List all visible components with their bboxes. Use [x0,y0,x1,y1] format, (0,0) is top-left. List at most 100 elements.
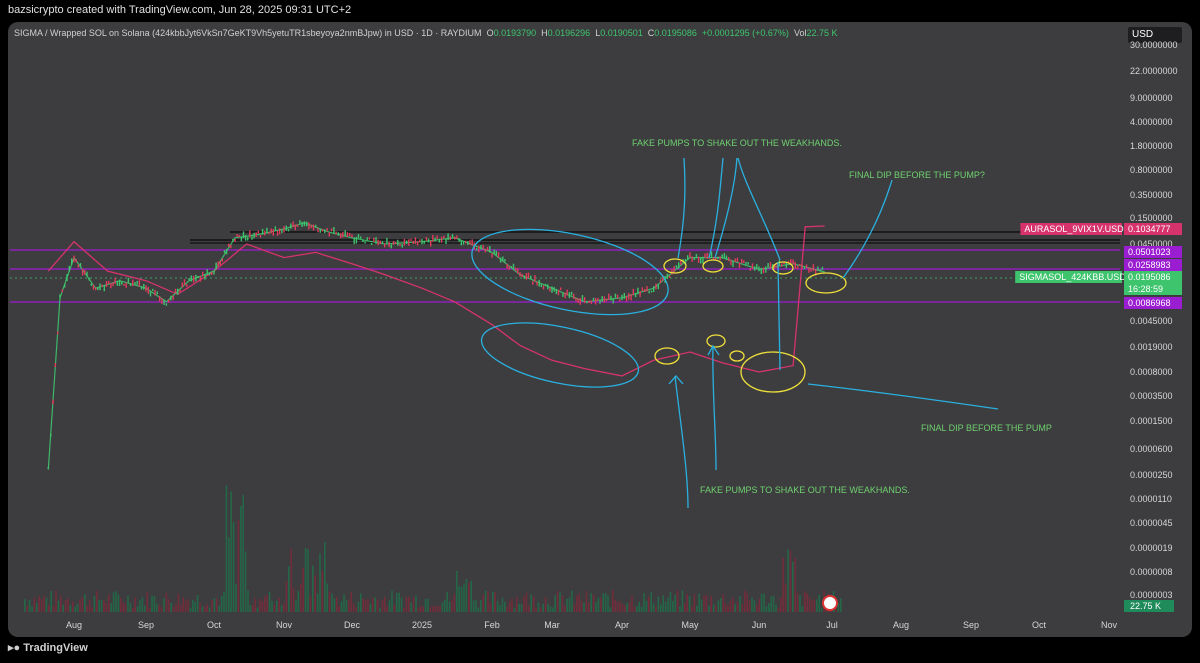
volume-bar [588,602,590,612]
volume-bar [374,597,376,612]
volume-bar [492,591,494,612]
series-name-badge [1020,223,1122,235]
volume-bar [772,595,775,612]
volume-bar [352,603,355,612]
x-tick-label: Apr [615,620,629,630]
x-tick-label: Jul [826,620,838,630]
candle [499,257,502,263]
candle [573,293,575,299]
candle [73,255,75,263]
volume-bar [103,599,105,612]
candle [405,240,408,244]
candle [366,237,368,241]
volume-bar [518,603,520,612]
candle [379,240,381,244]
volume-bar [662,595,664,612]
candle [247,237,249,241]
volume-bar [417,607,420,612]
volume-bar [816,599,818,612]
candle [321,229,324,232]
candle [219,260,221,266]
candle [568,292,571,299]
candle [394,241,397,244]
volume-bar [175,603,177,612]
tradingview-footer[interactable]: ▸● TradingView [8,641,88,654]
volume-bar [79,599,81,612]
candle [680,260,682,265]
candle [54,363,56,367]
candle [272,229,274,236]
candle [817,266,819,271]
axes-layer: 30.0000000 22.0000000 9.0000000 4.0000000 1.… [66,40,1178,630]
candle [710,251,713,258]
volume-bar [292,588,295,612]
volume-bar [576,595,578,612]
price-badge-value: 0.0086968 [1128,298,1171,308]
candle [268,232,270,235]
volume-bar [249,605,252,612]
candle [815,269,817,276]
volume-bar [698,593,700,612]
volume-bar [141,597,144,612]
volume-bar [444,599,446,612]
volume-bar [528,605,530,612]
candle [553,287,555,292]
candle [743,260,745,264]
volume-bar [484,590,487,612]
volume-bar [808,596,811,612]
candle [386,237,388,245]
volume-bar [362,598,364,612]
candle [484,248,487,253]
volume-bar [266,594,268,612]
volume-bar [254,598,256,612]
volume-bar [216,598,218,612]
volume-bar [336,597,338,612]
volume-bar [122,602,124,612]
volume-bar [369,603,372,612]
candle [532,281,534,285]
candle [154,289,156,296]
candle [140,286,143,290]
volume-bar [396,592,398,612]
candle [202,271,204,277]
candle [697,256,700,263]
candle [328,232,330,237]
candle [577,298,579,304]
volume-bar [547,603,549,612]
candle [527,272,530,279]
candle [659,279,662,284]
candle [497,252,500,258]
candle [719,256,721,261]
symbol-title[interactable]: SIGMA / Wrapped SOL on Solana (424kbbJyt… [14,28,482,38]
candle [673,266,675,273]
volume-bar [789,550,792,612]
volume-bar [321,570,324,612]
annotation-stroke [712,345,717,471]
candle [355,236,358,244]
volume-bar [504,601,506,612]
price-badge [1124,271,1182,283]
volume-bar [458,586,460,612]
volume-bar [612,590,614,612]
candle [608,293,610,300]
volume-bar [672,600,674,612]
volume-bar [333,598,336,612]
volume-bar [585,590,588,612]
open-label: O [486,28,494,38]
volume-bar [38,596,40,612]
volume-bar [465,578,468,612]
volume-bar [674,594,676,612]
candle [801,264,803,269]
volume-bar [278,597,280,612]
volume-bar [62,604,64,612]
chart-panel[interactable] [8,22,1192,637]
currency-selector[interactable]: USD [1128,27,1182,43]
volume-bar [513,607,516,612]
candle [590,300,592,304]
candle [99,283,101,291]
candle [471,239,473,246]
candle [299,220,301,224]
volume-bar [556,590,559,612]
arrow-head [707,344,720,356]
